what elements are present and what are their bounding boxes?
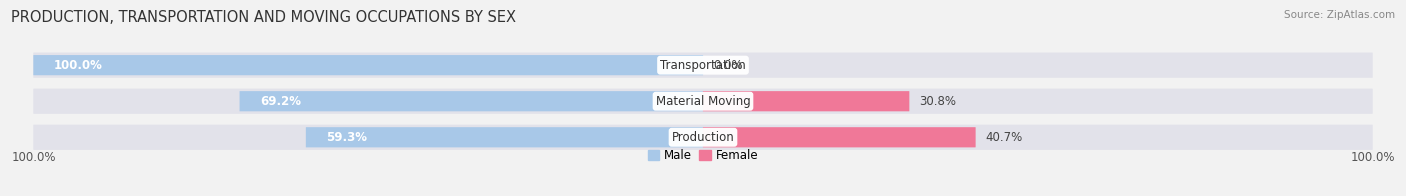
Text: 100.0%: 100.0% xyxy=(53,59,103,72)
Text: 100.0%: 100.0% xyxy=(1350,151,1395,164)
Text: Transportation: Transportation xyxy=(661,59,745,72)
Legend: Male, Female: Male, Female xyxy=(645,147,761,164)
FancyBboxPatch shape xyxy=(703,127,976,147)
FancyBboxPatch shape xyxy=(703,91,910,111)
Text: Production: Production xyxy=(672,131,734,144)
Text: PRODUCTION, TRANSPORTATION AND MOVING OCCUPATIONS BY SEX: PRODUCTION, TRANSPORTATION AND MOVING OC… xyxy=(11,10,516,25)
Text: 69.2%: 69.2% xyxy=(260,95,301,108)
Text: 59.3%: 59.3% xyxy=(326,131,367,144)
FancyBboxPatch shape xyxy=(34,55,703,75)
Text: 30.8%: 30.8% xyxy=(920,95,956,108)
FancyBboxPatch shape xyxy=(34,53,1372,78)
Text: Material Moving: Material Moving xyxy=(655,95,751,108)
FancyBboxPatch shape xyxy=(307,127,703,147)
Text: 0.0%: 0.0% xyxy=(713,59,742,72)
FancyBboxPatch shape xyxy=(34,89,1372,114)
Text: Source: ZipAtlas.com: Source: ZipAtlas.com xyxy=(1284,10,1395,20)
Text: 40.7%: 40.7% xyxy=(986,131,1022,144)
Text: 100.0%: 100.0% xyxy=(11,151,56,164)
FancyBboxPatch shape xyxy=(34,125,1372,150)
FancyBboxPatch shape xyxy=(239,91,703,111)
